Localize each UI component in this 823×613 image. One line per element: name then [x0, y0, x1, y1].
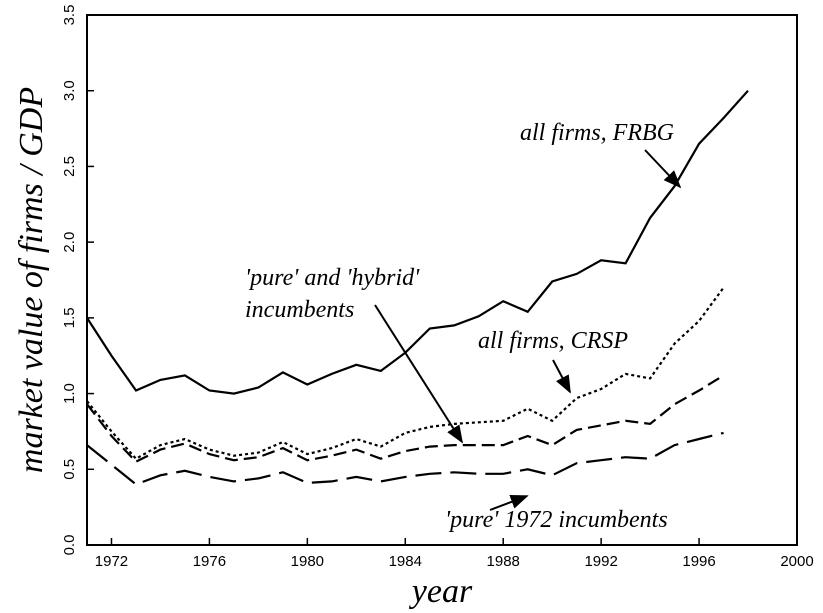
y-tick-label: 0.5	[61, 459, 78, 480]
y-axis-label: market value of firms / GDP	[13, 87, 50, 473]
series-line	[86, 89, 749, 395]
x-tick-label: 1992	[584, 553, 617, 570]
x-tick-label: 1996	[682, 553, 715, 570]
y-tick-label: 1.0	[61, 383, 78, 404]
x-tick-label: 1972	[95, 553, 128, 570]
x-tick-label: 1976	[193, 553, 226, 570]
series-line	[86, 431, 724, 486]
y-tick-label: 3.5	[61, 5, 78, 26]
series-line	[86, 286, 725, 461]
arrow	[552, 359, 571, 394]
annotation: incumbents	[245, 297, 354, 323]
x-axis-label: year	[409, 573, 473, 610]
y-tick-label: 2.5	[61, 156, 78, 177]
series-line	[86, 374, 725, 464]
annotation: all firms, FRBG	[520, 120, 674, 146]
annotation: all firms, CRSP	[478, 328, 628, 354]
plot-frame	[86, 14, 798, 546]
x-tick-label: 2000	[780, 553, 813, 570]
arrow	[374, 304, 463, 444]
y-tick-label: 1.5	[61, 307, 78, 328]
arrow	[644, 149, 682, 189]
arrow	[489, 494, 529, 511]
y-tick-label: 3.0	[61, 80, 78, 101]
annotation: 'pure' 1972 incumbents	[445, 507, 668, 533]
y-tick-label: 0.0	[61, 535, 78, 556]
x-tick-label: 1988	[487, 553, 520, 570]
y-tick-label: 2.0	[61, 232, 78, 253]
annotation: 'pure' and 'hybrid'	[245, 265, 420, 291]
x-tick-label: 1984	[389, 553, 422, 570]
x-tick-label: 1980	[291, 553, 324, 570]
